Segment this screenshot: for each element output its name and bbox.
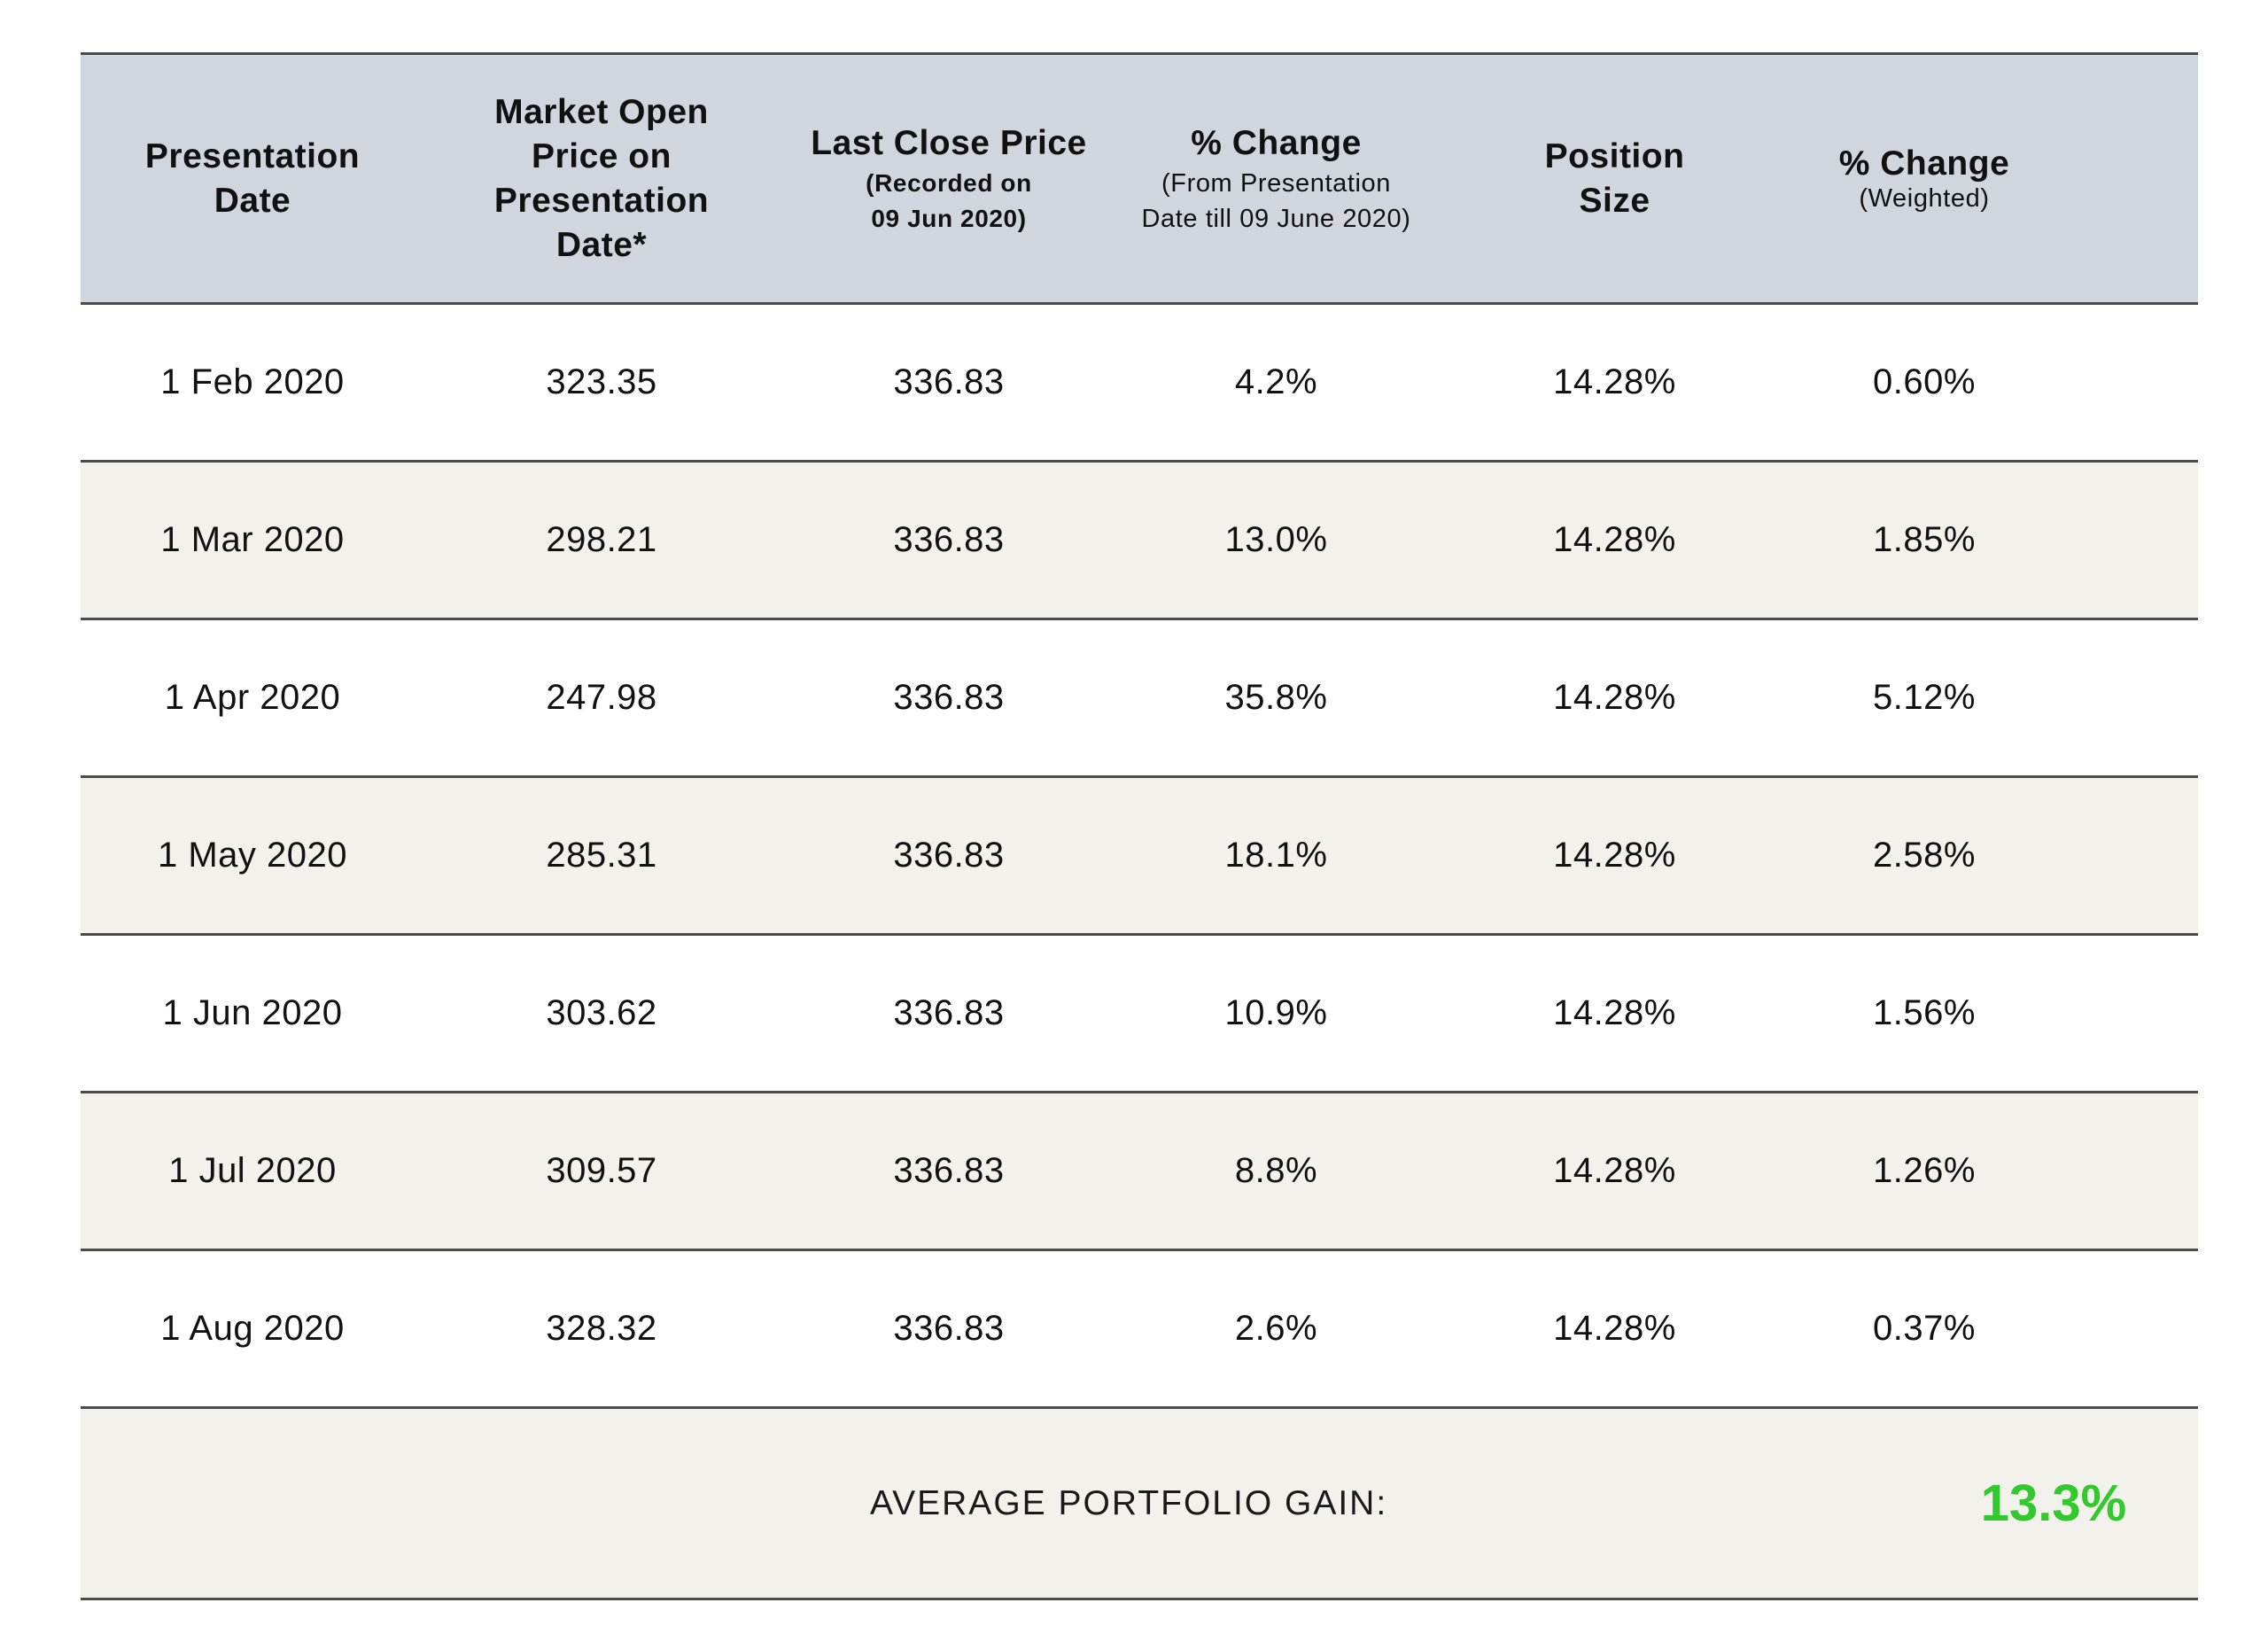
- cell-position-size: 14.28%: [1553, 520, 1676, 559]
- header-percent-change-weighted-note: (Weighted): [1859, 183, 1990, 213]
- cell-percent-change: 2.6%: [1234, 1309, 1318, 1348]
- table-row: 1 May 2020 285.31 336.83 18.1% 14.28% 2.…: [81, 778, 2198, 936]
- cell-position-size: 14.28%: [1553, 836, 1676, 875]
- header-percent-change-weighted-label: % Change: [1838, 144, 2010, 183]
- average-portfolio-gain-value: 13.3%: [1980, 1474, 2127, 1532]
- table-row: 1 Jun 2020 303.62 336.83 10.9% 14.28% 1.…: [81, 936, 2198, 1093]
- header-market-open-price: Market Open Price on Presentation Date*: [424, 90, 779, 268]
- cell-position-size: 14.28%: [1553, 362, 1676, 401]
- table-footer: AVERAGE PORTFOLIO GAIN: 13.3%: [81, 1409, 2198, 1600]
- cell-close-price: 336.83: [893, 1309, 1005, 1348]
- cell-open-price: 328.32: [546, 1309, 657, 1348]
- cell-close-price: 336.83: [893, 1151, 1005, 1190]
- header-last-close-price-note: (Recorded on 09 Jun 2020): [866, 168, 1032, 232]
- cell-open-price: 247.98: [546, 678, 657, 717]
- table-header: Presentation Date Market Open Price on P…: [81, 52, 2198, 305]
- cell-presentation-date: 1 Aug 2020: [160, 1309, 345, 1348]
- table-row: 1 Apr 2020 247.98 336.83 35.8% 14.28% 5.…: [81, 620, 2198, 778]
- cell-position-size: 14.28%: [1553, 993, 1676, 1032]
- header-position-size-label: Position Size: [1544, 136, 1685, 220]
- cell-close-price: 336.83: [893, 678, 1005, 717]
- cell-open-price: 323.35: [546, 362, 657, 401]
- cell-weighted-change: 0.37%: [1873, 1309, 1976, 1348]
- cell-weighted-change: 1.85%: [1873, 520, 1976, 559]
- cell-position-size: 14.28%: [1553, 678, 1676, 717]
- header-market-open-price-label: Market Open Price on Presentation Date*: [493, 92, 710, 264]
- cell-weighted-change: 1.56%: [1873, 993, 1976, 1032]
- cell-open-price: 285.31: [546, 836, 657, 875]
- cell-open-price: 309.57: [546, 1151, 657, 1190]
- cell-close-price: 336.83: [893, 520, 1005, 559]
- table-row: 1 Mar 2020 298.21 336.83 13.0% 14.28% 1.…: [81, 463, 2198, 620]
- table-row: 1 Jul 2020 309.57 336.83 8.8% 14.28% 1.2…: [81, 1093, 2198, 1251]
- header-percent-change: % Change (From Presentation Date till 09…: [1119, 121, 1433, 237]
- cell-percent-change: 10.9%: [1224, 993, 1328, 1032]
- cell-weighted-change: 5.12%: [1873, 678, 1976, 717]
- cell-presentation-date: 1 May 2020: [157, 836, 348, 875]
- cell-open-price: 303.62: [546, 993, 657, 1032]
- header-presentation-date-label: Presentation Date: [144, 136, 361, 220]
- cell-weighted-change: 0.60%: [1873, 362, 1976, 401]
- header-percent-change-weighted: % Change (Weighted): [1796, 142, 2053, 216]
- cell-position-size: 14.28%: [1553, 1309, 1676, 1348]
- header-last-close-price: Last Close Price (Recorded on 09 Jun 202…: [779, 121, 1119, 237]
- header-percent-change-label: % Change: [1191, 123, 1362, 162]
- cell-percent-change: 35.8%: [1224, 678, 1328, 717]
- cell-close-price: 336.83: [893, 836, 1005, 875]
- cell-presentation-date: 1 Feb 2020: [160, 362, 345, 401]
- cell-presentation-date: 1 Jun 2020: [162, 993, 343, 1032]
- cell-position-size: 14.28%: [1553, 1151, 1676, 1190]
- table-row: 1 Feb 2020 323.35 336.83 4.2% 14.28% 0.6…: [81, 305, 2198, 463]
- cell-close-price: 336.83: [893, 993, 1005, 1032]
- average-portfolio-gain-label: AVERAGE PORTFOLIO GAIN:: [870, 1484, 1388, 1522]
- cell-presentation-date: 1 Jul 2020: [168, 1151, 337, 1190]
- cell-weighted-change: 2.58%: [1873, 836, 1976, 875]
- header-presentation-date: Presentation Date: [81, 135, 424, 223]
- cell-percent-change: 8.8%: [1234, 1151, 1318, 1190]
- cell-close-price: 336.83: [893, 362, 1005, 401]
- cell-open-price: 298.21: [546, 520, 657, 559]
- cell-percent-change: 13.0%: [1224, 520, 1328, 559]
- cell-percent-change: 18.1%: [1224, 836, 1328, 875]
- cell-presentation-date: 1 Apr 2020: [164, 678, 341, 717]
- header-last-close-price-label: Last Close Price: [811, 123, 1087, 162]
- header-position-size: Position Size: [1433, 135, 1796, 223]
- cell-weighted-change: 1.26%: [1873, 1151, 1976, 1190]
- portfolio-table: Presentation Date Market Open Price on P…: [81, 52, 2198, 1600]
- header-percent-change-note: (From Presentation Date till 09 June 202…: [1141, 168, 1411, 233]
- table-row: 1 Aug 2020 328.32 336.83 2.6% 14.28% 0.3…: [81, 1251, 2198, 1409]
- cell-percent-change: 4.2%: [1234, 362, 1318, 401]
- cell-presentation-date: 1 Mar 2020: [160, 520, 345, 559]
